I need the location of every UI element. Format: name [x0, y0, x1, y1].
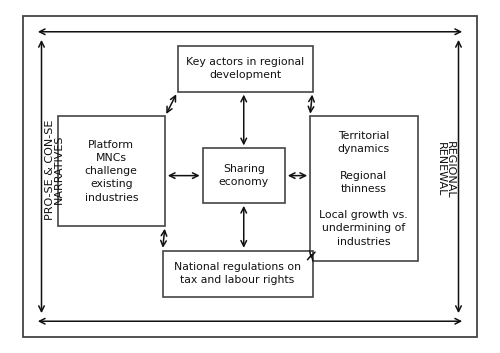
Text: REGIONAL: REGIONAL — [445, 140, 455, 198]
Text: RENEWAL: RENEWAL — [436, 142, 446, 197]
Text: National regulations on
tax and labour rights: National regulations on tax and labour r… — [174, 262, 301, 285]
Text: Key actors in regional
development: Key actors in regional development — [186, 57, 304, 80]
Bar — [58, 116, 165, 226]
Bar — [202, 148, 285, 203]
Text: Territorial
dynamics

Regional
thinness

Local growth vs.
undermining of
industr: Territorial dynamics Regional thinness L… — [320, 131, 408, 247]
Text: Platform
MNCs
challenge
existing
industries: Platform MNCs challenge existing industr… — [84, 140, 138, 203]
Bar — [310, 116, 418, 261]
Bar — [162, 251, 312, 297]
Text: Sharing
economy: Sharing economy — [218, 164, 269, 187]
Text: PRO-SE & CON-SE: PRO-SE & CON-SE — [45, 119, 55, 220]
Bar — [178, 46, 312, 92]
Text: NARRATIVES: NARRATIVES — [54, 135, 64, 204]
